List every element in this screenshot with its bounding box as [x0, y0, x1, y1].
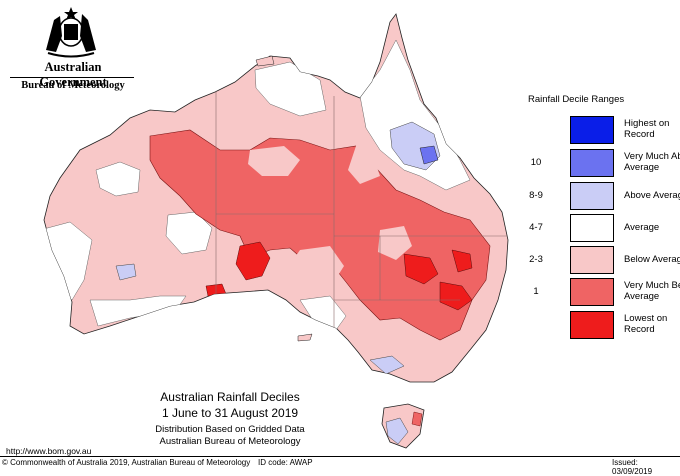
- legend-item-very-much-below: 1 Very Much Below Average: [520, 278, 680, 308]
- legend-label: Average: [624, 222, 660, 233]
- footer-divider: [0, 456, 680, 457]
- map-period: 1 June to 31 August 2019: [161, 406, 299, 420]
- legend-label: Below Average: [624, 254, 680, 265]
- legend-item-highest: Highest on Record: [520, 116, 680, 146]
- legend-swatch: [570, 116, 614, 144]
- copyright-text: © Commonwealth of Australia 2019, Austra…: [2, 458, 251, 467]
- average-region-bight: [89, 295, 187, 327]
- legend-range: 2-3: [529, 254, 543, 265]
- legend-swatch: [570, 246, 614, 274]
- legend-item-above: 8-9 Above Average: [520, 182, 680, 212]
- average-region-qld: [359, 39, 471, 191]
- map-method: Distribution Based on Gridded Data: [155, 424, 305, 435]
- legend-label: Very Much Below Average: [624, 280, 680, 302]
- legend-swatch: [570, 214, 614, 242]
- legend-range: 10: [530, 157, 542, 168]
- average-region-pilbara: [95, 161, 141, 197]
- very-much-above-region-qld: [419, 145, 439, 165]
- lowest-record-region-nsw-2: [439, 281, 473, 311]
- legend-label: Lowest on Record: [624, 313, 668, 335]
- legend-label: Very Much Above Average: [624, 151, 680, 173]
- legend-label: Above Average: [624, 190, 680, 201]
- below-average-patch-2: [286, 246, 344, 288]
- state-borders: [215, 80, 508, 334]
- legend-title: Rainfall Decile Ranges: [528, 94, 625, 105]
- legend-item-lowest: Lowest on Record: [520, 311, 680, 341]
- map-source: Australian Bureau of Meteorology: [159, 436, 301, 447]
- lowest-record-region-nsw-3: [451, 249, 473, 273]
- legend-item-very-much-above: 10 Very Much Above Average: [520, 149, 680, 179]
- legend-swatch: [570, 311, 614, 339]
- coat-of-arms-icon: [46, 7, 96, 58]
- legend-range: 1: [533, 286, 539, 297]
- melville-island: [255, 55, 275, 67]
- lowest-record-region-sa: [235, 241, 271, 281]
- below-average-patch-1: [248, 146, 300, 176]
- legend-item-average: 4-7 Average: [520, 214, 680, 244]
- legend-range: 4-7: [529, 222, 543, 233]
- map-title: Australian Rainfall Deciles: [160, 390, 300, 404]
- lowest-record-region-nsw-1: [403, 253, 439, 285]
- legend-item-below: 2-3 Below Average: [520, 246, 680, 276]
- legend-range: 8-9: [529, 190, 543, 201]
- very-much-below-region-central: [149, 129, 491, 341]
- legend-label: Highest on Record: [624, 118, 670, 140]
- issued-date: Issued: 03/09/2019: [612, 458, 653, 476]
- government-title: Australian Government: [39, 60, 107, 89]
- below-average-patch-3: [378, 226, 412, 260]
- legend-swatch: [570, 182, 614, 210]
- bureau-title: Bureau of Meteorology: [21, 80, 125, 91]
- legend-swatch: [570, 149, 614, 177]
- average-region-north: [254, 61, 327, 117]
- bom-url-link[interactable]: http://www.bom.gov.au: [6, 446, 92, 456]
- tasmania-very-much-below: [411, 411, 423, 427]
- legend-swatch: [570, 278, 614, 306]
- above-average-region-wa: [115, 263, 137, 281]
- header-divider: [10, 77, 134, 78]
- above-average-region-vic: [369, 355, 405, 375]
- id-code: ID code: AWAP: [258, 458, 313, 467]
- tasmania-above-average: [385, 417, 409, 445]
- below-average-patch-4: [348, 140, 380, 184]
- kangaroo-island: [297, 333, 313, 342]
